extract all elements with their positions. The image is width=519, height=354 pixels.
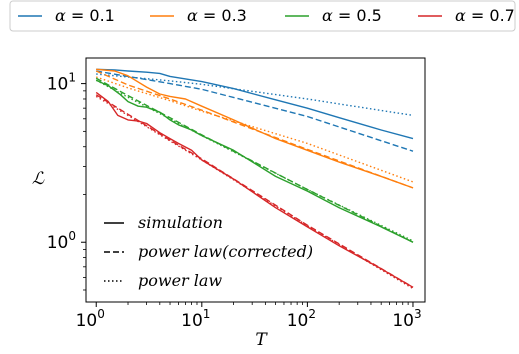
x-tick-label: 100 <box>76 307 105 331</box>
series-line-simulation <box>96 68 414 189</box>
x-tick-label: 103 <box>392 307 421 331</box>
series-line-simulation <box>95 79 414 243</box>
y-axis-label: ℒ <box>32 169 45 189</box>
series-line-simulation <box>96 68 414 140</box>
top-legend-label: α = 0.7 <box>455 6 515 25</box>
y-tick-label: 101 <box>47 71 76 95</box>
top-legend-label: α = 0.1 <box>55 6 115 25</box>
style-legend-label: power law(corrected) <box>138 242 313 261</box>
axes-frame <box>85 57 426 303</box>
style-legend-label: simulation <box>138 213 223 232</box>
series-line-power-law-corrected- <box>95 77 414 243</box>
top-legend-frame <box>9 0 516 32</box>
top-legend-label: α = 0.3 <box>187 6 247 25</box>
x-tick-label: 102 <box>287 307 316 331</box>
series-line-power-law-corrected- <box>95 70 414 189</box>
style-legend: simulation power law(corrected) power law <box>104 213 313 290</box>
series-line-power-law <box>95 79 414 242</box>
top-legend: α = 0.1 α = 0.3 α = 0.5 α = 0.7 <box>9 0 516 32</box>
series-line-power-law-corrected- <box>96 70 414 152</box>
series-line-power-law-corrected- <box>95 94 414 288</box>
top-legend-label: α = 0.5 <box>322 6 382 25</box>
x-tick-label: 101 <box>181 307 210 331</box>
plot-area: 100 101 102 103 100 101 simulation power law(c… <box>47 57 426 331</box>
series-line-power-law <box>95 76 414 183</box>
series-line-power-law <box>95 95 414 290</box>
x-axis-label: T <box>255 330 268 350</box>
series-line-simulation <box>95 91 414 288</box>
y-tick-label: 100 <box>47 229 76 253</box>
style-legend-label: power law <box>138 271 222 290</box>
